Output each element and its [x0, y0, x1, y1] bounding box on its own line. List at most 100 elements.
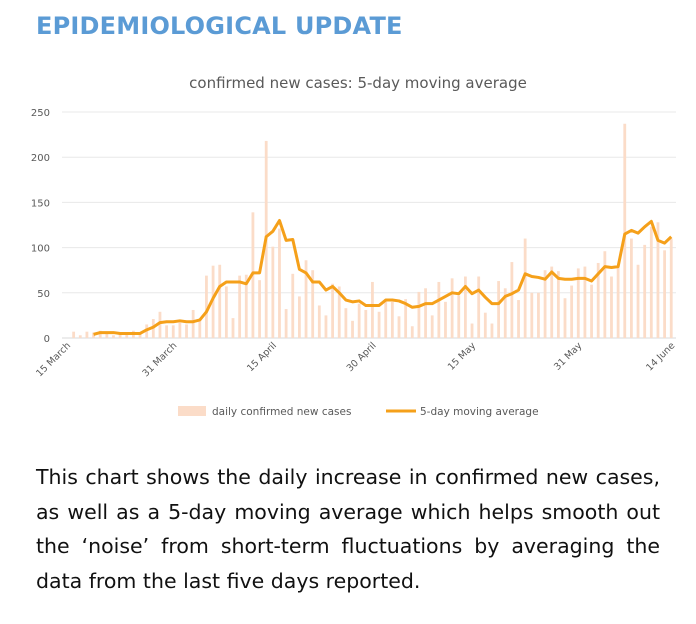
bar [198, 319, 202, 338]
x-tick-label: 31 May [552, 340, 585, 373]
bar [630, 238, 633, 338]
bar [185, 324, 188, 338]
bar [224, 286, 228, 338]
x-tick-label: 15 April [245, 340, 279, 374]
bar [563, 298, 567, 338]
bar [324, 315, 328, 338]
x-tick-label: 30 April [345, 340, 379, 374]
cases-chart: confirmed new cases: 5-day moving averag… [31, 74, 678, 418]
y-tick-label: 50 [37, 289, 50, 300]
moving-average-line [93, 218, 673, 336]
bar [570, 285, 574, 338]
bar [556, 271, 560, 338]
bar [317, 305, 321, 338]
bar [205, 275, 208, 338]
bar [576, 268, 580, 338]
bar [537, 292, 540, 338]
bar [298, 296, 301, 338]
bar [669, 238, 673, 338]
bar [364, 309, 368, 338]
y-tick-label: 100 [31, 244, 50, 255]
bar [377, 311, 381, 338]
bar [371, 281, 374, 338]
bar [517, 300, 520, 338]
bar [218, 264, 222, 338]
bar [523, 238, 527, 338]
bar [596, 262, 600, 338]
bar [457, 295, 461, 338]
bar [331, 283, 334, 338]
bar [636, 264, 640, 338]
legend-bar-swatch [178, 406, 206, 416]
bar [72, 331, 76, 338]
bar [258, 280, 261, 338]
bar [649, 226, 653, 338]
bar [503, 288, 507, 338]
bar [656, 222, 660, 338]
bar [583, 266, 587, 338]
bar [278, 228, 281, 338]
bar [238, 275, 242, 338]
bar [464, 276, 467, 338]
bar [477, 276, 481, 338]
x-axis-labels: 15 March 31 March 15 April 30 April 15 May 31… [34, 340, 677, 379]
legend: daily confirmed new cases 5-day moving a… [178, 406, 539, 418]
bar [497, 281, 500, 338]
bar [483, 312, 487, 338]
bar [663, 250, 666, 338]
page-title: EPIDEMIOLOGICAL UPDATE [36, 12, 403, 40]
legend-bar-label: daily confirmed new cases [212, 406, 351, 418]
description-paragraph: This chart shows the daily increase in c… [36, 465, 660, 593]
bar [357, 303, 361, 338]
gridlines [62, 111, 676, 339]
bar [171, 325, 175, 338]
bar [550, 266, 554, 338]
bar [211, 265, 215, 338]
x-tick-label: 31 March [140, 340, 179, 379]
bar [337, 286, 341, 338]
y-tick-label: 0 [44, 334, 50, 345]
bar [450, 278, 454, 338]
bar [410, 326, 414, 338]
bar [623, 123, 627, 338]
bar [165, 325, 168, 338]
bar-series [72, 123, 673, 338]
bar [92, 332, 95, 338]
legend-line-label: 5-day moving average [420, 406, 539, 418]
bar [311, 270, 315, 338]
bar [284, 309, 288, 338]
bar [390, 301, 394, 338]
bar [430, 315, 434, 338]
bar [344, 308, 348, 338]
bar [470, 323, 474, 338]
bar [125, 333, 129, 338]
bar [351, 320, 354, 338]
bar [112, 335, 115, 338]
bar [424, 288, 427, 338]
bar [191, 309, 195, 338]
bar [271, 246, 275, 338]
bar [530, 292, 534, 338]
bar [417, 291, 421, 338]
bar [616, 267, 620, 338]
bar [444, 301, 447, 338]
bar [138, 333, 142, 338]
bar [98, 330, 102, 338]
bar [404, 299, 408, 338]
x-tick-label: 15 May [446, 340, 479, 373]
bar [384, 299, 388, 338]
chart-title: confirmed new cases: 5-day moving averag… [189, 74, 527, 92]
bar [543, 270, 547, 338]
bar [610, 276, 613, 338]
bar [397, 316, 401, 338]
bar [603, 251, 607, 338]
bar [590, 284, 593, 338]
bar [490, 323, 494, 338]
bar [178, 322, 182, 338]
bar [231, 318, 235, 338]
bar [158, 311, 162, 338]
bar [244, 274, 248, 338]
bar [643, 244, 647, 338]
x-tick-label: 15 March [34, 340, 73, 379]
bar [118, 334, 122, 338]
